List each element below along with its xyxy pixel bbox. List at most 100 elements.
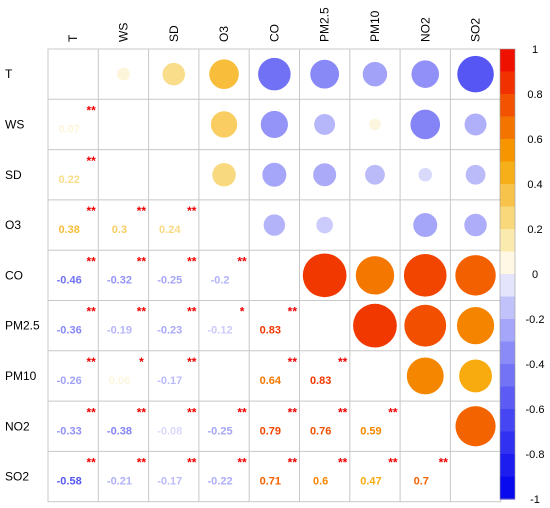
column-labels: T WS SD O3 CO PM2.5 PM10 NO2 SO2 [66, 7, 482, 42]
correlation-value: 0.71 [260, 476, 281, 488]
correlation-circle [403, 254, 447, 297]
colorbar-tick-label: 0.4 [527, 179, 542, 191]
correlation-circle [456, 307, 495, 345]
correlation-value: -0.58 [57, 476, 82, 488]
significance-stars: ** [137, 405, 147, 419]
significance-stars: ** [187, 355, 197, 369]
correlation-circle [464, 213, 487, 237]
correlation-value: 0.06 [109, 375, 130, 387]
significance-stars: ** [187, 204, 197, 218]
colorbar-segment [500, 476, 515, 500]
significance-stars: ** [86, 405, 96, 419]
colorbar-tick-label: -1 [530, 494, 540, 506]
significance-stars: ** [137, 456, 147, 470]
significance-stars: * [240, 305, 245, 319]
correlation-value: 0.22 [58, 174, 79, 186]
significance-stars: ** [86, 154, 96, 168]
column-label: CO [267, 24, 281, 42]
correlation-circle [117, 67, 130, 81]
correlation-value: -0.12 [208, 325, 233, 337]
colorbar-tick-label: 0.2 [527, 224, 542, 236]
row-label: WS [5, 117, 24, 131]
colorbar-segment [500, 161, 515, 185]
colorbar-tick-label: -0.2 [526, 314, 545, 326]
correlation-circle [258, 57, 291, 91]
correlation-value: -0.25 [157, 274, 182, 286]
significance-stars: ** [86, 305, 96, 319]
row-label: CO [5, 268, 23, 282]
correlation-value: 0.7 [414, 476, 429, 488]
colorbar-segment [500, 341, 515, 365]
colorbar-segment [500, 184, 515, 208]
significance-stars: ** [338, 405, 348, 419]
correlation-value: 0.64 [260, 375, 282, 387]
column-label: T [66, 34, 80, 42]
colorbar-segment [500, 71, 515, 95]
correlation-value: -0.25 [208, 425, 233, 437]
colorbar-segment [500, 431, 515, 455]
colorbar-tick-label: -0.4 [526, 359, 545, 371]
colorbar-tick-label: 0.6 [527, 134, 542, 146]
significance-stars: ** [338, 456, 348, 470]
correlation-value: -0.46 [57, 274, 82, 286]
colorbar-tick-label: -0.8 [526, 449, 545, 461]
correlation-circle [404, 304, 447, 347]
correlation-value: -0.36 [57, 325, 82, 337]
correlation-value: -0.17 [157, 476, 182, 488]
correlation-circle [362, 61, 388, 87]
column-label: NO2 [418, 17, 432, 42]
row-label: PM10 [5, 369, 37, 383]
correlation-value: -0.33 [57, 425, 82, 437]
colorbar-segment [500, 319, 515, 343]
significance-stars: ** [86, 204, 96, 218]
row-label: T [5, 67, 13, 81]
correlation-circle [411, 60, 440, 88]
colorbar-segment [500, 251, 515, 275]
significance-stars: ** [288, 355, 298, 369]
correlation-circle [210, 111, 238, 138]
correlation-circle [260, 110, 288, 139]
row-label: SO2 [5, 470, 29, 484]
correlation-value: -0.19 [107, 325, 132, 337]
correlation-circle [209, 59, 239, 89]
correlation-circle [455, 255, 496, 296]
significance-stars: ** [187, 456, 197, 470]
correlation-value: -0.38 [107, 425, 132, 437]
correlation-value: -0.21 [107, 476, 132, 488]
significance-stars: ** [86, 355, 96, 369]
row-label: NO2 [5, 419, 30, 433]
colorbar-segment [500, 364, 515, 388]
significance-stars: ** [288, 305, 298, 319]
significance-stars: ** [86, 456, 96, 470]
correlation-value: -0.2 [211, 274, 230, 286]
significance-stars: ** [288, 405, 298, 419]
correlation-value: -0.08 [157, 425, 182, 437]
correlation-circle [162, 62, 186, 86]
colorbar-segment [500, 139, 515, 163]
colorbar-segment [500, 454, 515, 478]
colorbar-segment [500, 386, 515, 410]
row-label: PM2.5 [5, 319, 40, 333]
correlation-values: 0.07**0.22**0.38**0.3**0.24**-0.46**-0.3… [57, 103, 449, 487]
significance-stars: ** [86, 103, 96, 117]
column-label: SO2 [469, 18, 483, 42]
correlation-value: 0.59 [360, 425, 381, 437]
significance-stars: ** [237, 456, 247, 470]
significance-stars: ** [137, 254, 147, 268]
row-label: SD [5, 168, 22, 182]
colorbar-tick-label: -0.6 [526, 404, 545, 416]
correlation-value: 0.79 [260, 425, 281, 437]
colorbar-segment [500, 409, 515, 433]
significance-stars: ** [237, 405, 247, 419]
correlation-circle [314, 113, 336, 135]
correlation-value: 0.47 [360, 476, 381, 488]
colorbar-tick-label: 0.8 [527, 89, 542, 101]
correlation-circle [316, 216, 333, 234]
significance-stars: ** [187, 405, 197, 419]
correlation-value: 0.6 [313, 476, 328, 488]
correlation-circle [410, 109, 441, 140]
matrix-grid [47, 48, 502, 503]
correlation-circle [464, 113, 487, 136]
column-label: O3 [217, 26, 231, 42]
column-label: SD [167, 25, 181, 42]
